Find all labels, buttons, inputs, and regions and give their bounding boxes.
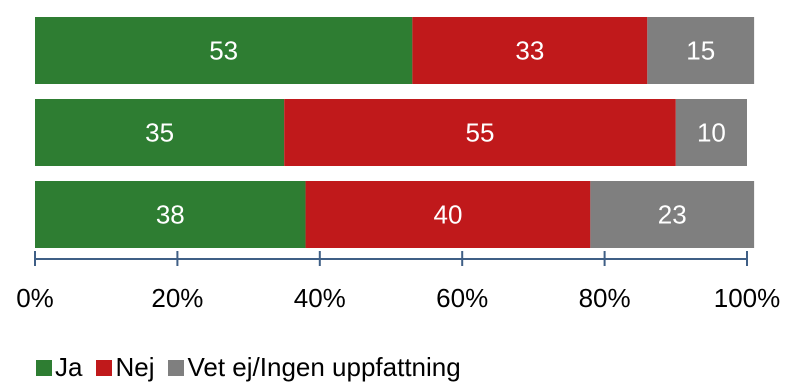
data-label-1-2: 33 — [515, 36, 544, 66]
bar-segment-1-3 — [647, 17, 755, 84]
x-tick-label: 0% — [16, 283, 54, 313]
legend-label: Nej — [115, 352, 155, 382]
bar-segment-3-1 — [35, 181, 306, 248]
bar-segment-3-2 — [305, 181, 591, 248]
x-tick-label: 20% — [151, 283, 203, 313]
stacked-bar-chart: 53 33 15 35 55 10 38 40 23 0% 20% 40% 60% 80% 100% — [16, 17, 780, 313]
data-label-3-3: 23 — [658, 200, 687, 230]
legend-swatch — [168, 359, 185, 376]
legend-item: Vet ej/Ingen uppfattning — [168, 352, 461, 383]
legend-swatch — [96, 359, 113, 376]
data-label-2-1: 35 — [145, 118, 174, 148]
bar-segment-2-2 — [284, 99, 676, 166]
data-label-3-1: 38 — [156, 200, 185, 230]
legend-label: Ja — [55, 352, 83, 382]
legend-label: Vet ej/Ingen uppfattning — [187, 352, 461, 382]
legend-item: Ja — [36, 352, 82, 383]
bar-segment-2-3 — [675, 99, 747, 166]
x-tick-label: 100% — [714, 283, 781, 313]
x-axis: 0% 20% 40% 60% 80% 100% — [16, 251, 780, 313]
data-label-1-3: 15 — [686, 36, 715, 66]
x-tick-label: 60% — [436, 283, 488, 313]
legend: Ja Nej Vet ej/Ingen uppfattning — [36, 352, 475, 383]
bar-segment-2-1 — [35, 99, 285, 166]
data-label-1-1: 53 — [209, 36, 238, 66]
bar-segment-3-3 — [590, 181, 755, 248]
data-label-2-2: 55 — [466, 118, 495, 148]
bar-group: 53 33 15 35 55 10 38 40 23 — [35, 17, 755, 248]
legend-swatch — [36, 359, 52, 376]
data-label-3-2: 40 — [433, 200, 462, 230]
x-tick-label: 80% — [579, 283, 631, 313]
bar-segment-1-2 — [412, 17, 648, 84]
bar-segment-1-1 — [35, 17, 413, 84]
data-label-2-3: 10 — [697, 118, 726, 148]
legend-item: Nej — [96, 352, 154, 383]
x-tick-label: 40% — [294, 283, 346, 313]
